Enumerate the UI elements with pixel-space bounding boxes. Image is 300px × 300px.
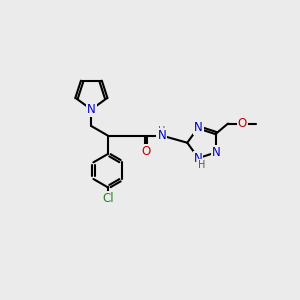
Text: O: O: [141, 145, 150, 158]
Text: N: N: [212, 146, 221, 159]
Text: H: H: [197, 160, 205, 170]
Text: N: N: [87, 103, 96, 116]
Text: N: N: [158, 129, 166, 142]
Text: H: H: [158, 126, 166, 136]
Text: O: O: [238, 117, 247, 130]
Text: N: N: [194, 152, 202, 165]
Text: Cl: Cl: [102, 192, 114, 206]
Text: N: N: [194, 121, 203, 134]
